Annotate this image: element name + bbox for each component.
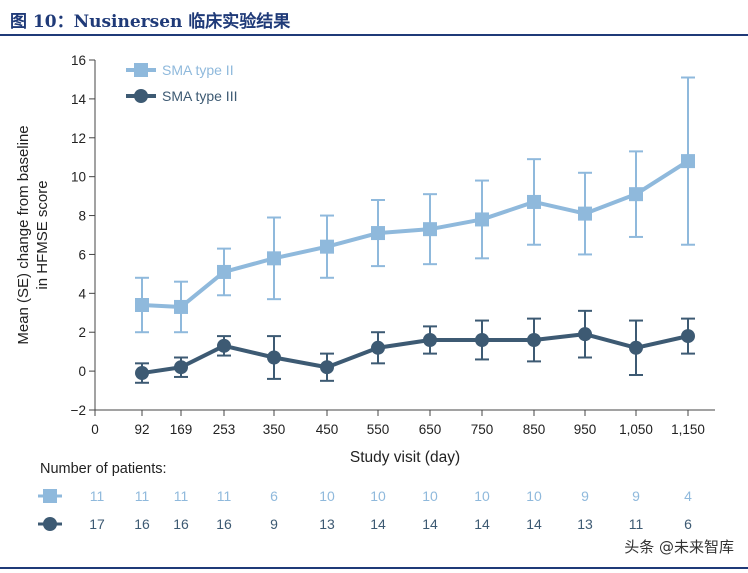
data-point [681,154,695,169]
patients-count: 17 [89,516,105,532]
patients-count: 9 [270,516,278,532]
data-point [578,206,592,221]
y-axis-title: Mean (SE) change from baseline in HFMSE s… [15,125,51,344]
legend: SMA type II SMA type III [126,62,237,104]
x-tick-label: 350 [263,422,286,437]
patients-count: 11 [217,488,232,504]
patients-count: 10 [319,488,335,504]
y-axis-title-line: in HFMSE score [34,180,51,289]
patients-count: 10 [474,488,490,504]
legend-label: SMA type II [162,62,234,78]
y-tick-label: 16 [71,53,86,68]
y-tick-label: 14 [71,92,87,107]
data-point [217,264,231,279]
series-line [141,159,690,309]
x-tick-label: 0 [91,422,99,437]
data-point [475,212,489,227]
data-point [320,360,334,375]
patients-count: 10 [370,488,386,504]
data-point [629,340,643,355]
patients-count: 13 [319,516,335,532]
patients-count: 13 [577,516,593,532]
y-axis-title-line: Mean (SE) change from baseline [15,125,32,344]
data-point [423,222,437,237]
series-sma-type-ii [135,76,695,334]
patients-label: Number of patients: [40,461,167,477]
figure-header: 图 10：Nusinersen 临床实验结果 [0,0,748,34]
patients-count: 10 [422,488,438,504]
patients-count: 14 [422,516,438,532]
patients-count: 10 [526,488,542,504]
patients-count: 11 [135,488,150,504]
data-point [217,338,231,353]
x-tick-label: 1,050 [619,422,653,437]
patients-count: 16 [216,516,232,532]
data-point [320,239,334,254]
y-tick-label: 2 [78,325,86,340]
y-tick-label: 10 [71,170,86,185]
x-tick-label: 550 [367,422,390,437]
data-point [681,329,695,344]
x-tick-label: 750 [471,422,494,437]
data-point [174,299,188,314]
data-point [267,251,281,266]
data-point [371,340,385,355]
x-tick-label: 650 [419,422,442,437]
patients-count: 11 [629,516,644,532]
patients-row-marker [43,517,57,531]
patients-row-marker [43,489,57,503]
data-point [267,350,281,365]
patients-row-type2: 11 11 11 11 6 10 10 10 10 10 9 9 4 [38,488,692,504]
patients-count: 14 [474,516,490,532]
data-point [527,194,541,209]
series-sma-type-iii [135,309,695,384]
patients-count: 14 [526,516,542,532]
y-tick-label: 12 [71,131,86,146]
y-tick-label: 0 [78,364,86,379]
patients-count: 14 [370,516,386,532]
watermark: 头条 @未来智库 [624,538,734,556]
x-tick-label: 1,150 [671,422,705,437]
x-tick-label: 450 [316,422,339,437]
legend-marker [134,89,148,103]
y-tick-label: 8 [78,209,86,224]
patients-count: 16 [134,516,150,532]
x-tick-label: 950 [574,422,597,437]
legend-marker [134,63,148,77]
x-axis-title: Study visit (day) [350,449,460,466]
legend-label: SMA type III [162,88,237,104]
patients-count: 9 [581,488,589,504]
figure-title: 图 10：Nusinersen 临床实验结果 [10,12,291,32]
data-point [371,226,385,241]
y-tick-label: −2 [71,403,86,418]
footer-rule [0,567,748,569]
data-point [174,360,188,375]
data-point [475,333,489,347]
patients-count: 16 [173,516,189,532]
patients-count: 6 [270,488,278,504]
patients-row-type3: 17 16 16 16 9 13 14 14 14 14 13 11 6 [38,516,692,532]
x-tick-label: 253 [213,422,236,437]
patients-count: 6 [684,516,692,532]
data-point [423,333,437,347]
patients-count: 11 [90,488,105,504]
y-tick-label: 6 [78,247,86,262]
patients-count: 11 [174,488,189,504]
y-tick-label: 4 [78,286,86,301]
data-point [527,333,541,347]
patients-count: 9 [632,488,640,504]
patients-count: 4 [684,488,692,504]
header-rule [0,34,748,36]
data-point [135,366,149,381]
x-tick-label: 850 [523,422,546,437]
series-line [141,332,689,376]
data-point [629,187,643,202]
data-point [578,327,592,342]
data-point [135,298,149,312]
x-tick-label: 92 [134,422,149,437]
x-tick-label: 169 [170,422,193,437]
